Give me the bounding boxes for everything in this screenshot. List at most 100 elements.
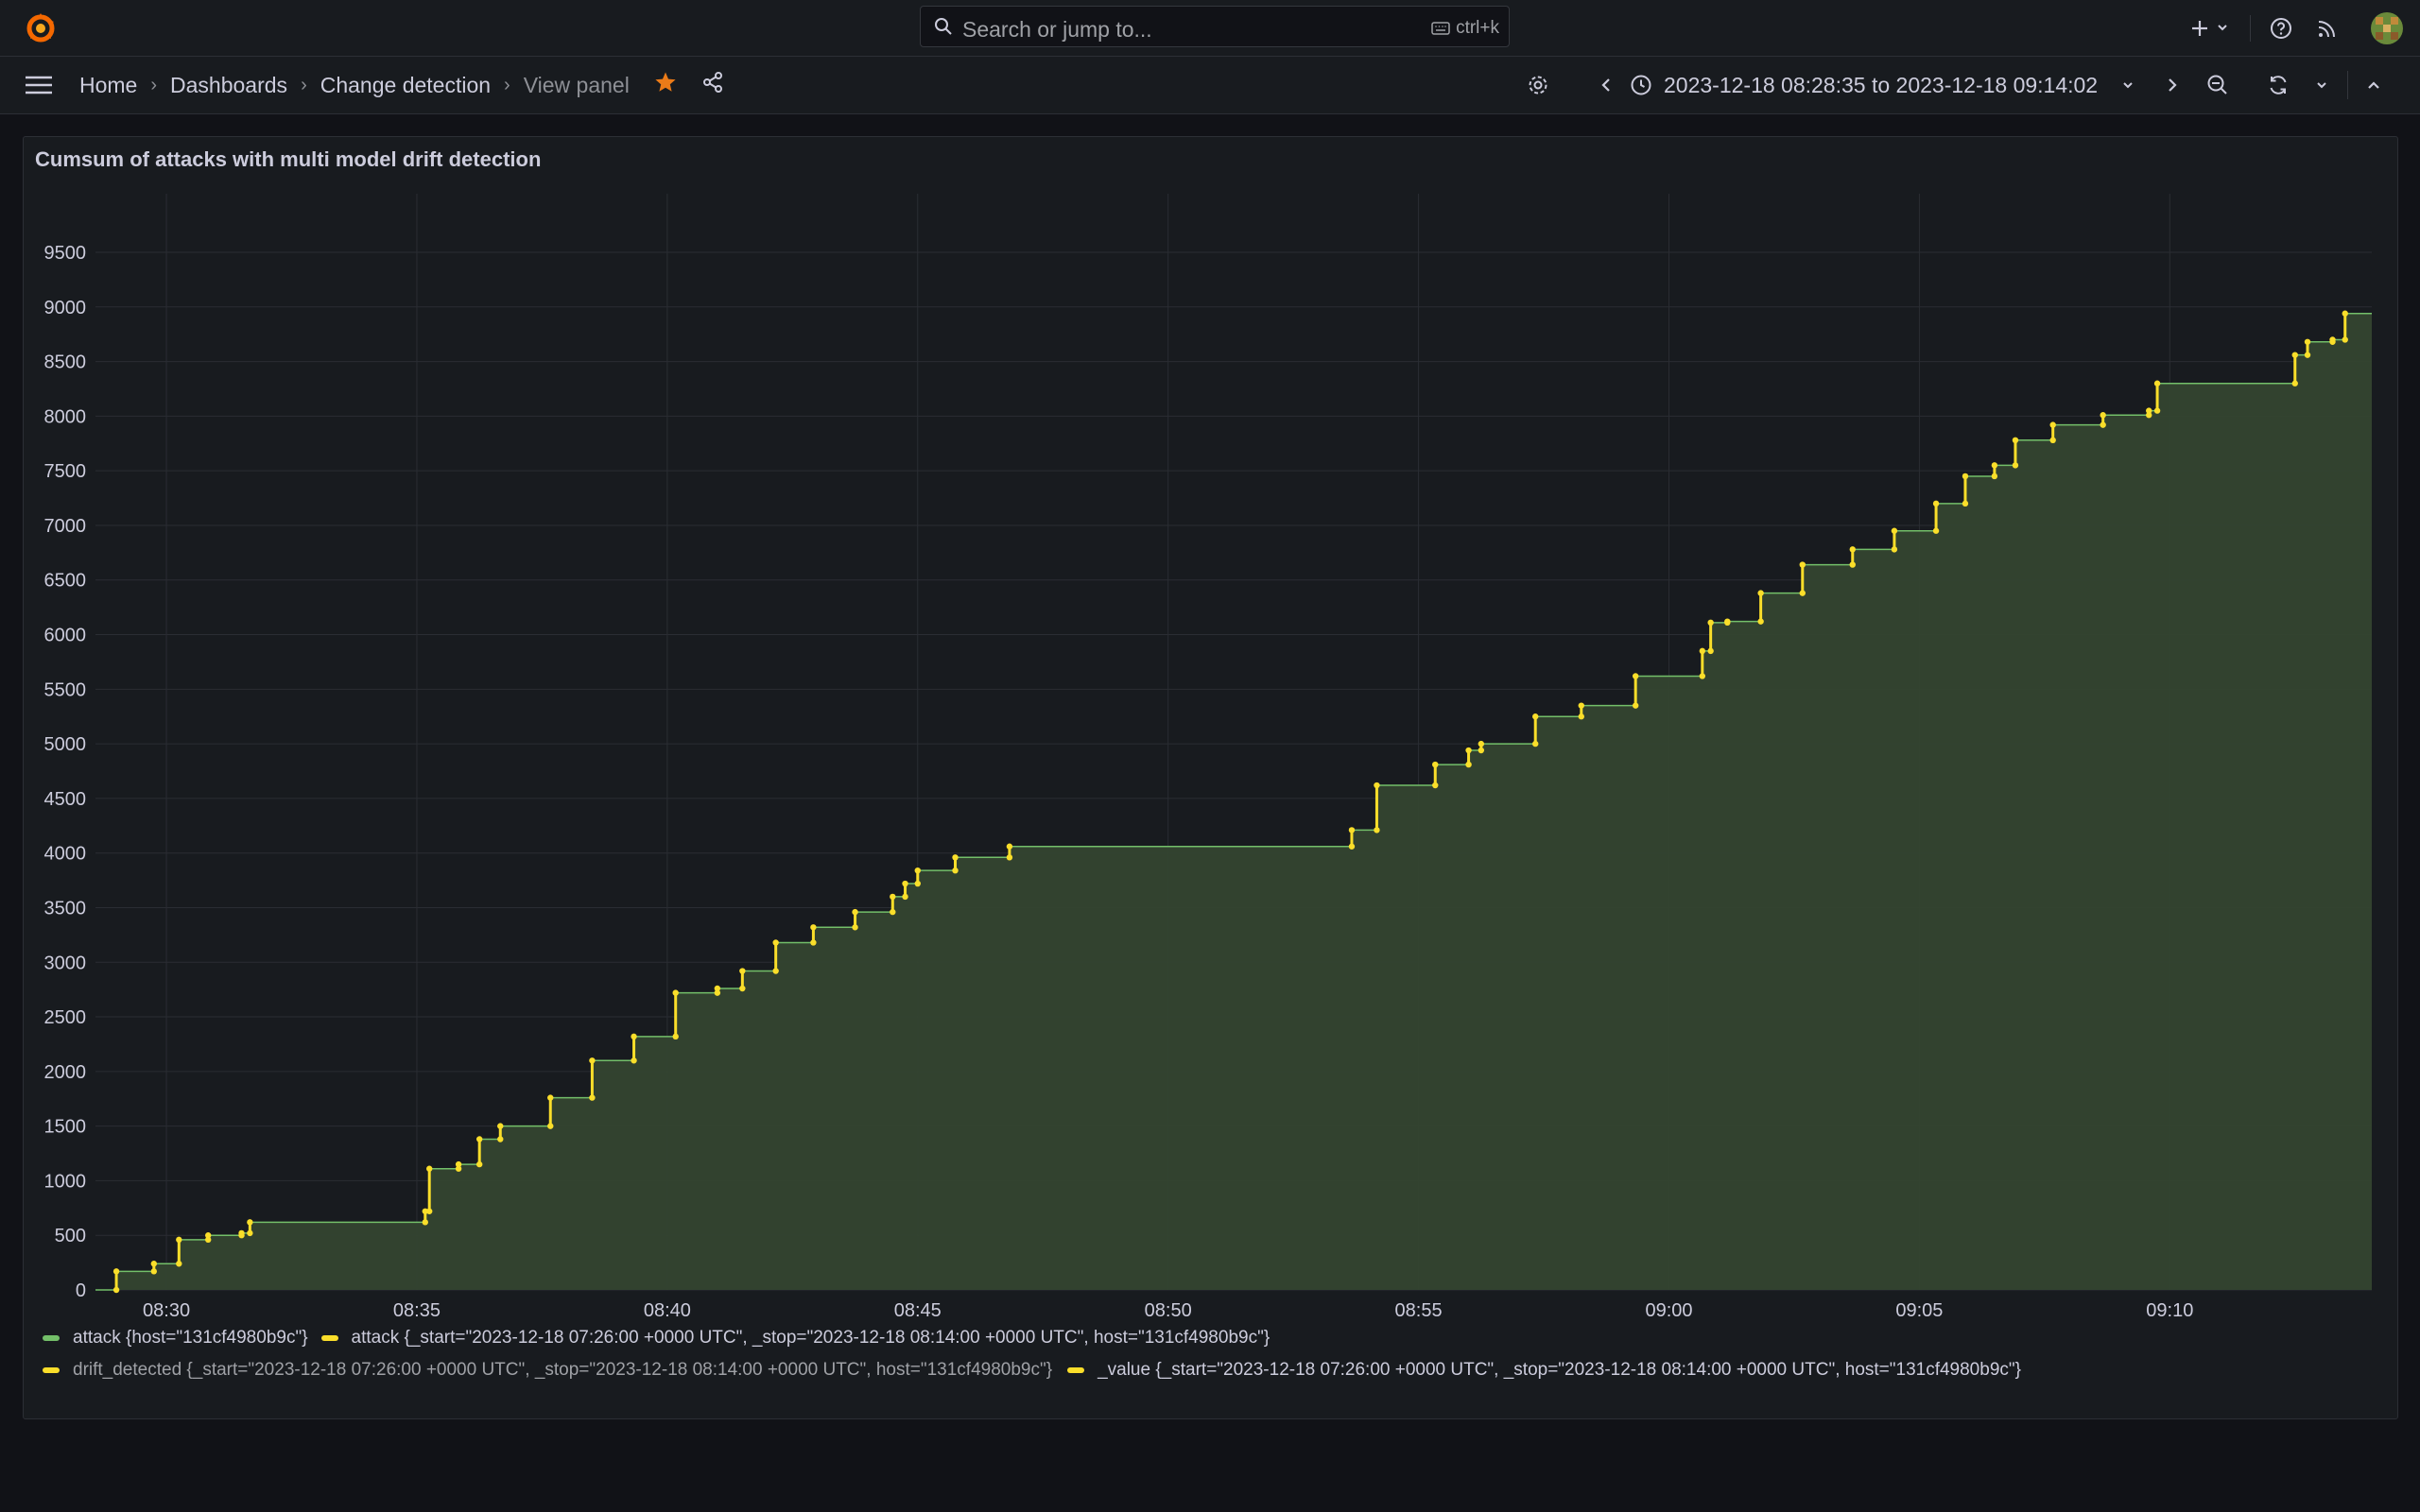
attack-point[interactable]	[902, 893, 908, 901]
attack-point[interactable]	[176, 1236, 182, 1244]
attack-point[interactable]	[631, 1057, 637, 1064]
attack-point[interactable]	[810, 939, 817, 946]
news-feed-button[interactable]	[2300, 17, 2355, 40]
menu-button[interactable]	[25, 74, 53, 101]
attack-point[interactable]	[455, 1160, 462, 1168]
attack-point[interactable]	[1991, 462, 1998, 469]
attack-point[interactable]	[631, 1033, 637, 1040]
grafana-logo-icon[interactable]	[23, 10, 59, 46]
attack-point[interactable]	[672, 1033, 679, 1040]
time-shift-forward-button[interactable]	[2156, 76, 2188, 94]
attack-point[interactable]	[1707, 647, 1714, 655]
attack-point[interactable]	[205, 1232, 212, 1239]
attack-point[interactable]	[914, 867, 921, 874]
attack-point[interactable]	[2100, 421, 2106, 428]
attack-point[interactable]	[1891, 546, 1898, 553]
attack-point[interactable]	[2329, 336, 2336, 343]
attack-point[interactable]	[2291, 352, 2298, 358]
attack-point[interactable]	[1632, 702, 1639, 709]
refresh-interval-dropdown[interactable]	[2308, 76, 2336, 94]
attack-point[interactable]	[772, 968, 779, 974]
attack-point[interactable]	[1478, 740, 1485, 747]
attack-point[interactable]	[1578, 713, 1584, 720]
attack-point[interactable]	[714, 989, 721, 996]
attack-point[interactable]	[2049, 421, 2056, 428]
attack-point[interactable]	[852, 908, 858, 916]
attack-point[interactable]	[2049, 437, 2056, 444]
attack-point[interactable]	[475, 1136, 483, 1143]
attack-point[interactable]	[739, 968, 746, 974]
attack-point[interactable]	[772, 939, 779, 946]
attack-point[interactable]	[1707, 619, 1714, 627]
attack-point[interactable]	[1006, 854, 1013, 861]
help-button[interactable]	[2262, 17, 2300, 40]
breadcrumb-dashboards[interactable]: Dashboards	[170, 72, 288, 97]
attack-point[interactable]	[739, 985, 746, 992]
attack-point[interactable]	[1991, 472, 1998, 480]
attack-point[interactable]	[1006, 843, 1013, 850]
attack-point[interactable]	[497, 1123, 504, 1129]
attack-point[interactable]	[589, 1057, 596, 1064]
attack-point[interactable]	[1757, 590, 1764, 596]
attack-point[interactable]	[247, 1219, 253, 1226]
attack-point[interactable]	[1699, 647, 1706, 655]
add-new-button[interactable]	[2182, 17, 2238, 40]
collapse-header-button[interactable]	[2360, 76, 2388, 94]
attack-point[interactable]	[1348, 827, 1356, 833]
attack-point[interactable]	[2146, 407, 2152, 414]
attack-point[interactable]	[914, 880, 921, 887]
attack-point[interactable]	[952, 867, 959, 874]
attack-point[interactable]	[1432, 761, 1439, 768]
legend-item-attack-range[interactable]: attack {_start="2023-12-18 07:26:00 +000…	[320, 1328, 1270, 1349]
attack-point[interactable]	[150, 1261, 158, 1267]
attack-point[interactable]	[890, 908, 896, 916]
attack-point[interactable]	[112, 1268, 120, 1275]
attack-point[interactable]	[1699, 673, 1706, 679]
attack-point[interactable]	[2153, 380, 2161, 387]
legend-item-value[interactable]: _value {_start="2023-12-18 07:26:00 +000…	[1067, 1360, 2021, 1381]
attack-point[interactable]	[1849, 561, 1856, 568]
attack-point[interactable]	[422, 1208, 428, 1214]
attack-point[interactable]	[1849, 546, 1856, 553]
breadcrumb-home[interactable]: Home	[79, 72, 138, 97]
breadcrumb-change-detection[interactable]: Change detection	[320, 72, 492, 97]
attack-point[interactable]	[455, 1165, 462, 1172]
refresh-button[interactable]	[2262, 74, 2294, 96]
attack-point[interactable]	[902, 880, 908, 887]
attack-point[interactable]	[2304, 338, 2311, 345]
attack-point[interactable]	[547, 1123, 554, 1129]
attack-point[interactable]	[2012, 462, 2019, 469]
attack-point[interactable]	[1465, 761, 1472, 768]
attack-point[interactable]	[714, 985, 721, 992]
attack-point[interactable]	[205, 1236, 212, 1244]
attack-point[interactable]	[1962, 500, 1969, 507]
attack-point[interactable]	[1799, 590, 1806, 596]
attack-point[interactable]	[1632, 673, 1639, 679]
attack-point[interactable]	[1374, 827, 1380, 833]
attack-point[interactable]	[112, 1286, 120, 1294]
attack-point[interactable]	[890, 893, 896, 901]
attack-point[interactable]	[1532, 713, 1539, 720]
share-icon[interactable]	[701, 71, 724, 99]
attack-point[interactable]	[2012, 437, 2019, 444]
attack-point[interactable]	[426, 1165, 433, 1172]
attack-point[interactable]	[1932, 527, 1940, 534]
attack-point[interactable]	[176, 1261, 182, 1267]
dashboard-settings-button[interactable]	[1522, 74, 1554, 96]
attack-point[interactable]	[1532, 740, 1539, 747]
attack-point[interactable]	[475, 1160, 483, 1168]
attack-point[interactable]	[2146, 412, 2152, 419]
attack-point[interactable]	[1799, 561, 1806, 568]
favorite-star-icon[interactable]	[654, 71, 677, 99]
attack-point[interactable]	[1374, 782, 1380, 789]
attack-point[interactable]	[589, 1094, 596, 1101]
attack-point[interactable]	[810, 924, 817, 931]
attack-point[interactable]	[2342, 310, 2348, 317]
attack-point[interactable]	[426, 1208, 433, 1214]
attack-point[interactable]	[1348, 843, 1356, 850]
attack-point[interactable]	[672, 989, 679, 996]
attack-point[interactable]	[1757, 618, 1764, 625]
user-avatar[interactable]	[2371, 12, 2403, 44]
legend-item-attack-host[interactable]: attack {host="131cf4980b9c"}	[43, 1328, 308, 1349]
legend-item-drift-detected[interactable]: drift_detected {_start="2023-12-18 07:26…	[43, 1360, 1052, 1381]
